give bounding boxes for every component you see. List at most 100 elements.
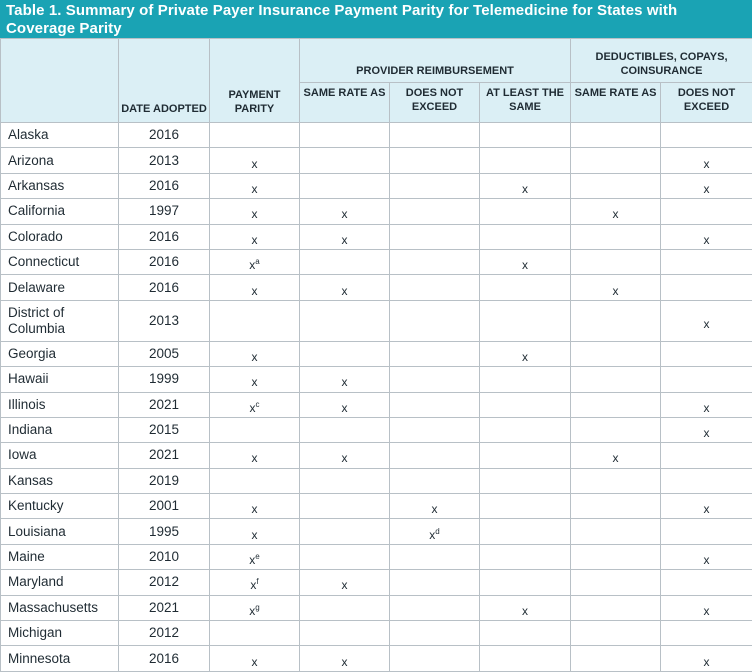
mark-cell [300, 173, 390, 198]
mark-cell: x [300, 570, 390, 595]
ded-same-rate-as-header: SAME RATE AS [571, 83, 661, 123]
date-adopted-cell: 2019 [119, 468, 210, 493]
date-adopted-header: DATE ADOPTED [119, 39, 210, 123]
date-adopted-cell: 2013 [119, 300, 210, 341]
mark-cell: xg [210, 595, 300, 620]
mark-cell [480, 570, 571, 595]
mark-cell [390, 199, 480, 224]
mark-cell [571, 570, 661, 595]
mark-cell: x [661, 392, 752, 417]
mark-x: x [613, 451, 619, 465]
mark-cell [210, 300, 300, 341]
mark-cell [300, 123, 390, 148]
mark-cell: xe [210, 544, 300, 569]
mark-cell: x [210, 519, 300, 544]
mark-cell [390, 595, 480, 620]
mark-cell [390, 544, 480, 569]
mark-cell: x [661, 417, 752, 442]
mark-cell [390, 417, 480, 442]
mark-x: x [704, 655, 710, 669]
mark-cell [390, 341, 480, 366]
mark-cell [390, 224, 480, 249]
state-cell: California [1, 199, 119, 224]
footnote-marker: a [255, 257, 259, 266]
mark-x: x [252, 284, 258, 298]
mark-cell [661, 341, 752, 366]
mark-cell: xf [210, 570, 300, 595]
mark-x: x [522, 350, 528, 364]
mark-cell [300, 595, 390, 620]
mark-cell: x [210, 494, 300, 519]
mark-cell [390, 646, 480, 671]
mark-cell [480, 367, 571, 392]
mark-cell [571, 544, 661, 569]
mark-x: x [252, 375, 258, 389]
mark-cell [480, 417, 571, 442]
mark-cell [480, 224, 571, 249]
state-cell: Connecticut [1, 249, 119, 274]
mark-cell: x [300, 646, 390, 671]
mark-x: x [704, 604, 710, 618]
mark-cell [571, 392, 661, 417]
mark-cell: x [210, 199, 300, 224]
mark-cell [571, 595, 661, 620]
mark-x: x [522, 604, 528, 618]
footnote-marker: c [256, 400, 260, 409]
state-cell: Maryland [1, 570, 119, 595]
date-adopted-cell: 2015 [119, 417, 210, 442]
mark-cell: x [661, 646, 752, 671]
mark-x: x [704, 426, 710, 440]
mark-cell: x [300, 367, 390, 392]
mark-cell [571, 519, 661, 544]
footnote-marker: f [256, 577, 258, 586]
provider-reimbursement-header: PROVIDER REIMBURSEMENT [300, 39, 571, 83]
mark-cell [300, 249, 390, 274]
mark-cell [661, 443, 752, 468]
mark-cell [480, 123, 571, 148]
date-adopted-cell: 2016 [119, 123, 210, 148]
mark-cell: x [210, 443, 300, 468]
mark-x: x [522, 258, 528, 272]
mark-cell [661, 519, 752, 544]
mark-cell [661, 621, 752, 646]
mark-x: x [342, 207, 348, 221]
state-column-header [1, 39, 119, 123]
mark-cell: x [300, 199, 390, 224]
mark-cell [390, 123, 480, 148]
mark-cell [480, 199, 571, 224]
mark-x: x [342, 233, 348, 247]
mark-x: x [252, 350, 258, 364]
state-cell: Arkansas [1, 173, 119, 198]
mark-cell [571, 148, 661, 173]
mark-cell [300, 621, 390, 646]
mark-cell [661, 570, 752, 595]
mark-cell: x [210, 367, 300, 392]
mark-cell [571, 123, 661, 148]
mark-x: x [342, 401, 348, 415]
mark-x: x [252, 502, 258, 516]
mark-x: x [613, 284, 619, 298]
footnote-marker: d [435, 527, 439, 536]
mark-cell: x [210, 341, 300, 366]
mark-cell [300, 544, 390, 569]
date-adopted-cell: 2016 [119, 249, 210, 274]
mark-cell [571, 300, 661, 341]
same-rate-as-header: SAME RATE AS [300, 83, 390, 123]
date-adopted-cell: 2013 [119, 148, 210, 173]
mark-cell [300, 148, 390, 173]
mark-cell: xc [210, 392, 300, 417]
mark-x: x [252, 182, 258, 196]
mark-x: x [704, 401, 710, 415]
mark-cell [480, 148, 571, 173]
mark-cell: x [210, 646, 300, 671]
mark-cell [480, 621, 571, 646]
mark-cell [661, 468, 752, 493]
date-adopted-cell: 2012 [119, 621, 210, 646]
mark-cell: x [571, 275, 661, 300]
